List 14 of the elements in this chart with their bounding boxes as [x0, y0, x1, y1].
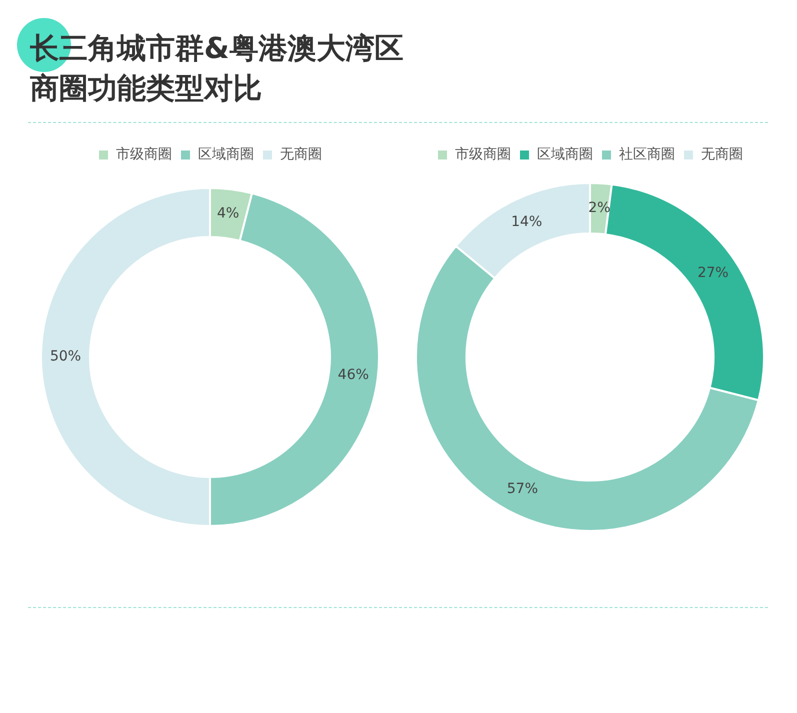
legend-label: 市级商圈	[455, 146, 511, 163]
legend-label: 无商圈	[701, 146, 743, 163]
legend-label: 无商圈	[280, 146, 322, 163]
legend-label: 区域商圈	[537, 146, 593, 163]
data-label: 27%	[697, 265, 729, 282]
data-label: 2%	[588, 200, 610, 216]
data-label: 14%	[511, 214, 542, 230]
data-label: 46%	[338, 366, 369, 383]
legend-label: 区域商圈	[198, 146, 254, 163]
data-label: 50%	[50, 348, 82, 365]
data-label: 57%	[506, 481, 538, 498]
legend-label: 社区商圈	[619, 146, 675, 163]
data-label: 4%	[217, 205, 240, 222]
legend-label: 市级商圈	[116, 146, 172, 163]
